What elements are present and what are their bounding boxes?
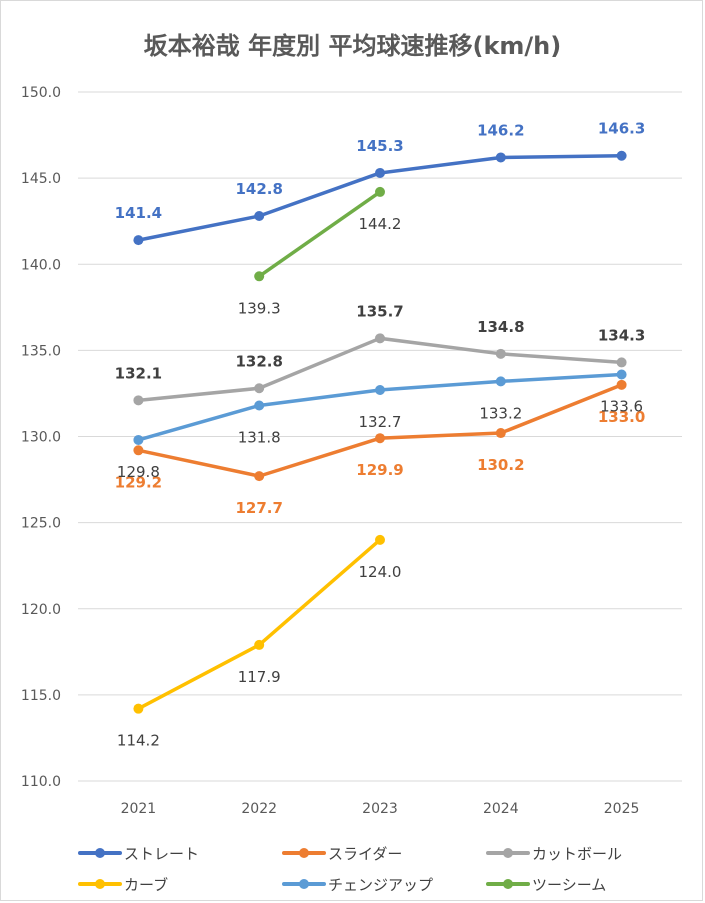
data-label: 124.0: [359, 563, 402, 581]
data-label: 130.2: [477, 456, 524, 474]
series-line: [257, 190, 382, 279]
legend-swatch: [78, 843, 122, 863]
legend-label: ツーシーム: [532, 875, 607, 894]
data-label: 144.2: [359, 215, 402, 233]
data-point: [375, 186, 385, 197]
data-point: [254, 211, 265, 222]
legend-label: スライダー: [328, 844, 403, 863]
x-tick-label: 2022: [241, 801, 277, 817]
data-label: 139.3: [238, 299, 281, 317]
data-point: [495, 428, 506, 439]
data-label: 127.7: [235, 499, 282, 517]
y-tick-label: 135.0: [21, 343, 61, 359]
data-label: 145.3: [356, 137, 403, 155]
y-tick-label: 110.0: [21, 774, 61, 790]
series-lines: [133, 150, 627, 714]
gridlines: [78, 91, 682, 782]
data-point: [375, 384, 385, 395]
data-point: [616, 379, 627, 390]
x-tick-label: 2025: [604, 801, 640, 817]
data-label: 146.3: [598, 120, 645, 138]
data-point: [254, 271, 265, 282]
data-label: 129.8: [117, 463, 160, 481]
y-tick-label: 140.0: [21, 257, 61, 273]
data-labels: 141.4 142.8 145.3 146.2 146.3 129.2 127.7 129.9…: [115, 120, 646, 750]
data-point: [375, 433, 385, 444]
legend-label: カーブ: [124, 875, 169, 894]
y-tick-label: 130.0: [21, 430, 61, 446]
data-point: [133, 703, 144, 714]
data-label: 135.7: [356, 302, 403, 320]
data-label: 132.1: [115, 364, 162, 382]
data-label: 131.8: [238, 428, 281, 446]
data-label: 146.2: [477, 121, 524, 139]
data-point: [616, 150, 627, 161]
y-tick-label: 150.0: [21, 85, 61, 101]
data-label: 129.9: [356, 461, 403, 479]
data-label: 129.2: [115, 473, 162, 491]
legend-swatch: [486, 874, 530, 894]
data-label: 133.0: [598, 408, 645, 426]
y-tick-label: 120.0: [21, 602, 61, 618]
legend-item: カーブ: [78, 874, 168, 894]
legend-swatch: [282, 843, 326, 863]
data-label: 133.2: [479, 404, 522, 422]
data-label: 132.7: [359, 413, 402, 431]
legend-swatch: [486, 843, 530, 863]
data-label: 117.9: [238, 668, 281, 686]
legend-item: カットボール: [486, 843, 622, 863]
data-label: 141.4: [115, 204, 162, 222]
data-point: [616, 357, 627, 368]
legend-swatch: [78, 874, 122, 894]
data-point: [133, 395, 144, 406]
data-point: [616, 369, 627, 380]
data-point: [133, 235, 144, 246]
data-label: 114.2: [117, 732, 160, 750]
legend-item: スライダー: [282, 843, 402, 863]
legend-label: チェンジアップ: [328, 875, 434, 894]
x-tick-label: 2021: [121, 801, 157, 817]
x-tick-label: 2023: [362, 801, 398, 817]
legend-item: ツーシーム: [486, 874, 606, 894]
data-label: 133.6: [600, 397, 643, 415]
data-point: [133, 434, 144, 445]
data-label: 134.3: [598, 326, 645, 344]
data-point: [375, 167, 385, 178]
legend-label: ストレート: [124, 844, 200, 863]
data-label: 132.8: [235, 352, 282, 370]
data-point: [133, 445, 144, 456]
data-label: 142.8: [235, 180, 282, 198]
y-tick-label: 115.0: [21, 688, 61, 704]
data-point: [495, 348, 506, 359]
legend-item: ストレート: [78, 843, 199, 863]
data-point: [254, 400, 265, 411]
data-point: [375, 534, 385, 545]
data-label: 134.8: [477, 318, 524, 336]
y-tick-label: 145.0: [21, 171, 61, 187]
data-point: [375, 333, 385, 344]
chart-title: 坂本裕哉 年度別 平均球速推移(km/h): [143, 32, 562, 60]
legend-label: カットボール: [532, 844, 623, 863]
legend-item: チェンジアップ: [282, 874, 433, 894]
data-point: [254, 639, 265, 650]
data-point: [254, 471, 265, 482]
data-point: [495, 152, 506, 163]
x-tick-label: 2024: [483, 801, 519, 817]
data-point: [495, 376, 506, 387]
y-tick-label: 125.0: [21, 516, 61, 532]
data-point: [254, 383, 265, 394]
legend-swatch: [282, 874, 326, 894]
axis-labels: 110.0 115.0 120.0 125.0 130.0 135.0 140.0 145.0…: [21, 85, 640, 817]
